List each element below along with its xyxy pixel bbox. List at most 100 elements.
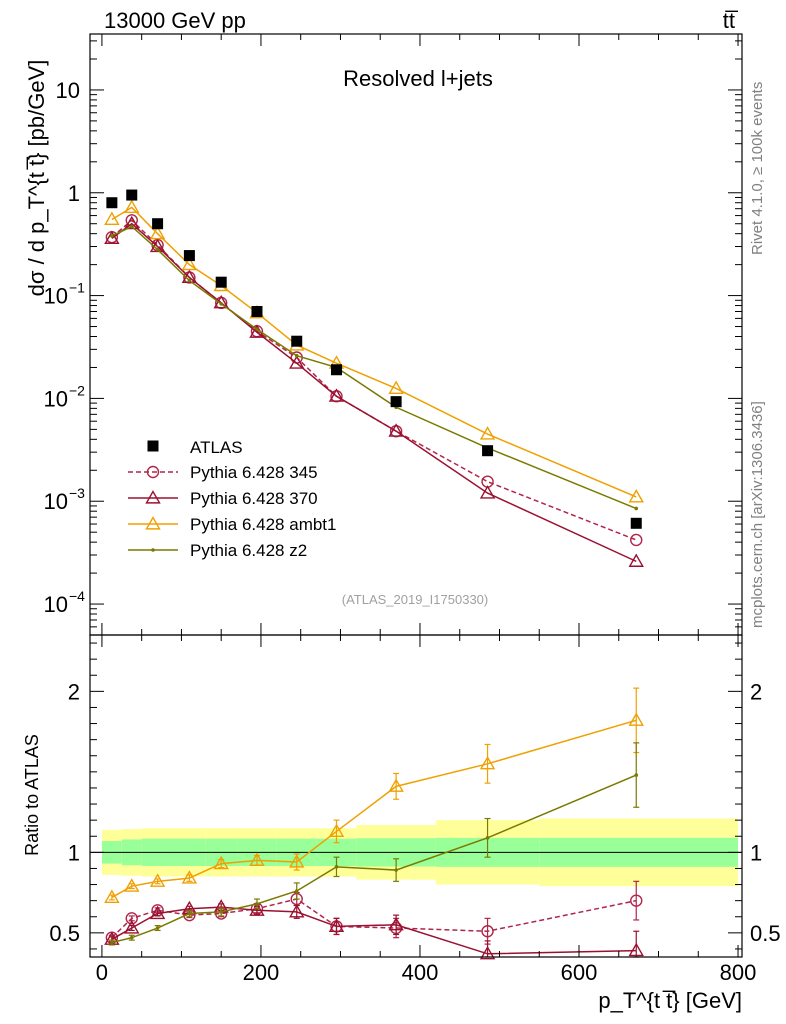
energy-label: 13000 GeV pp [104, 8, 246, 33]
x-tick-label: 0 [96, 960, 108, 985]
series-point-2 [388, 380, 404, 395]
process-label: tt̅ [723, 8, 739, 33]
atlas-data-point [126, 189, 138, 201]
series-point-2 [124, 199, 140, 214]
ratio-point-0 [630, 894, 643, 907]
legend-label-2: Pythia 6.428 ambt1 [190, 515, 336, 534]
ratio-point-2 [104, 889, 120, 904]
ratio-point-2 [181, 870, 198, 884]
y-tick-exponent: −2 [69, 382, 85, 398]
series-point-3 [294, 353, 299, 358]
y-tick-label: 10 [44, 489, 68, 514]
ratio-point-1 [149, 905, 166, 920]
ratio-tick-label: 0.5 [750, 921, 781, 946]
legend-marker-0 [146, 465, 160, 479]
series-point-3 [155, 247, 160, 252]
analysis-id: (ATLAS_2019_I1750330) [342, 592, 488, 607]
series-point-3 [129, 224, 134, 229]
ratio-point-2 [388, 778, 404, 792]
ratio-point-1 [124, 920, 140, 934]
ratio-point-2 [124, 878, 140, 892]
atlas-data-point [152, 218, 164, 230]
y-tick-label: 10 [44, 592, 68, 617]
main-panel-frame [89, 33, 743, 636]
series-point-1 [124, 215, 140, 230]
ratio-point-3 [155, 926, 160, 930]
legend: ATLAS Pythia 6.428 345 Pythia 6.428 370 Pyt… [128, 438, 336, 560]
ratio-tick-label: 0.5 [49, 921, 80, 946]
ratio-point-2 [213, 855, 229, 870]
legend-label-1: Pythia 6.428 370 [190, 489, 318, 508]
legend-marker-1 [145, 490, 161, 504]
ratio-tick-label: 1 [68, 840, 80, 865]
series-point-3 [219, 302, 223, 306]
series-point-0 [630, 533, 643, 547]
y-tick-label: 10 [56, 78, 80, 103]
y-tick-exponent: −4 [69, 588, 85, 604]
atlas-data-point [183, 250, 195, 262]
series-point-3 [634, 506, 639, 511]
ratio-point-3 [334, 865, 339, 869]
x-tick-label: 800 [720, 960, 757, 985]
series-point-1 [388, 423, 404, 437]
legend-marker-3 [151, 548, 155, 552]
y-tick-exponent: −1 [69, 280, 85, 296]
ratio-point-2 [289, 854, 305, 868]
series-point-3 [110, 234, 114, 238]
series-point-2 [149, 225, 166, 240]
ratio-point-2 [249, 852, 265, 866]
ratio-point-0 [481, 925, 494, 938]
y-axis-label: dσ / d p_T^{t t̅} [pb/GeV] [24, 60, 49, 297]
mcplots-label: mcplots.cern.ch [arXiv:1306.3436] [749, 401, 766, 628]
series-point-3 [187, 278, 192, 283]
chart-title: Resolved l+jets [343, 66, 493, 91]
atlas-data-point [482, 445, 494, 457]
ratio-point-2 [328, 823, 345, 837]
legend-label-atlas: ATLAS [190, 438, 243, 457]
ratio-point-1 [289, 904, 305, 918]
series-point-2 [628, 489, 644, 503]
series-point-1 [289, 355, 305, 369]
series-point-1 [328, 388, 345, 402]
ratio-point-1 [479, 945, 496, 960]
ratio-tick-label: 2 [750, 679, 762, 704]
ratio-axis-label: Ratio to ATLAS [22, 734, 42, 856]
ratio-point-3 [634, 773, 639, 777]
series-line-1 [111, 222, 637, 563]
atlas-data-point [330, 364, 342, 376]
x-tick-label: 400 [402, 960, 439, 985]
series-point-1 [479, 485, 496, 499]
ratio-point-2 [479, 755, 496, 770]
series-line-0 [111, 219, 637, 541]
ratio-point-3 [110, 940, 114, 945]
atlas-data-point [291, 335, 303, 347]
ratio-panel-frame [89, 634, 743, 958]
chart-marks [104, 189, 644, 960]
ratio-point-1 [328, 918, 345, 932]
x-tick-label: 200 [243, 960, 280, 985]
x-axis-label: p_T^{t t̅} [GeV] [598, 988, 742, 1013]
series-point-3 [255, 327, 259, 332]
ratio-point-2 [149, 873, 166, 887]
atlas-data-point [251, 306, 263, 318]
series-point-2 [181, 256, 198, 271]
series-point-1 [104, 230, 120, 244]
atlas-data-point [215, 276, 227, 288]
ratio-point-1 [388, 916, 404, 931]
ratio-tick-label: 2 [68, 679, 80, 704]
ratio-point-3 [485, 836, 490, 840]
y-tick-label: 10 [44, 284, 68, 309]
uncertainty-bands [90, 818, 742, 887]
legend-marker-atlas [147, 440, 159, 452]
legend-label-3: Pythia 6.428 z2 [190, 541, 307, 560]
ratio-point-1 [628, 942, 644, 957]
ratio-point-3 [394, 868, 398, 872]
y-tick-label: 10 [44, 386, 68, 411]
x-tick-label: 600 [561, 960, 598, 985]
ratio-point-2 [628, 712, 644, 726]
legend-label-0: Pythia 6.428 345 [190, 463, 318, 482]
ratio-point-3 [219, 910, 223, 914]
series-point-1 [628, 553, 644, 567]
legend-marker-2 [145, 516, 161, 530]
